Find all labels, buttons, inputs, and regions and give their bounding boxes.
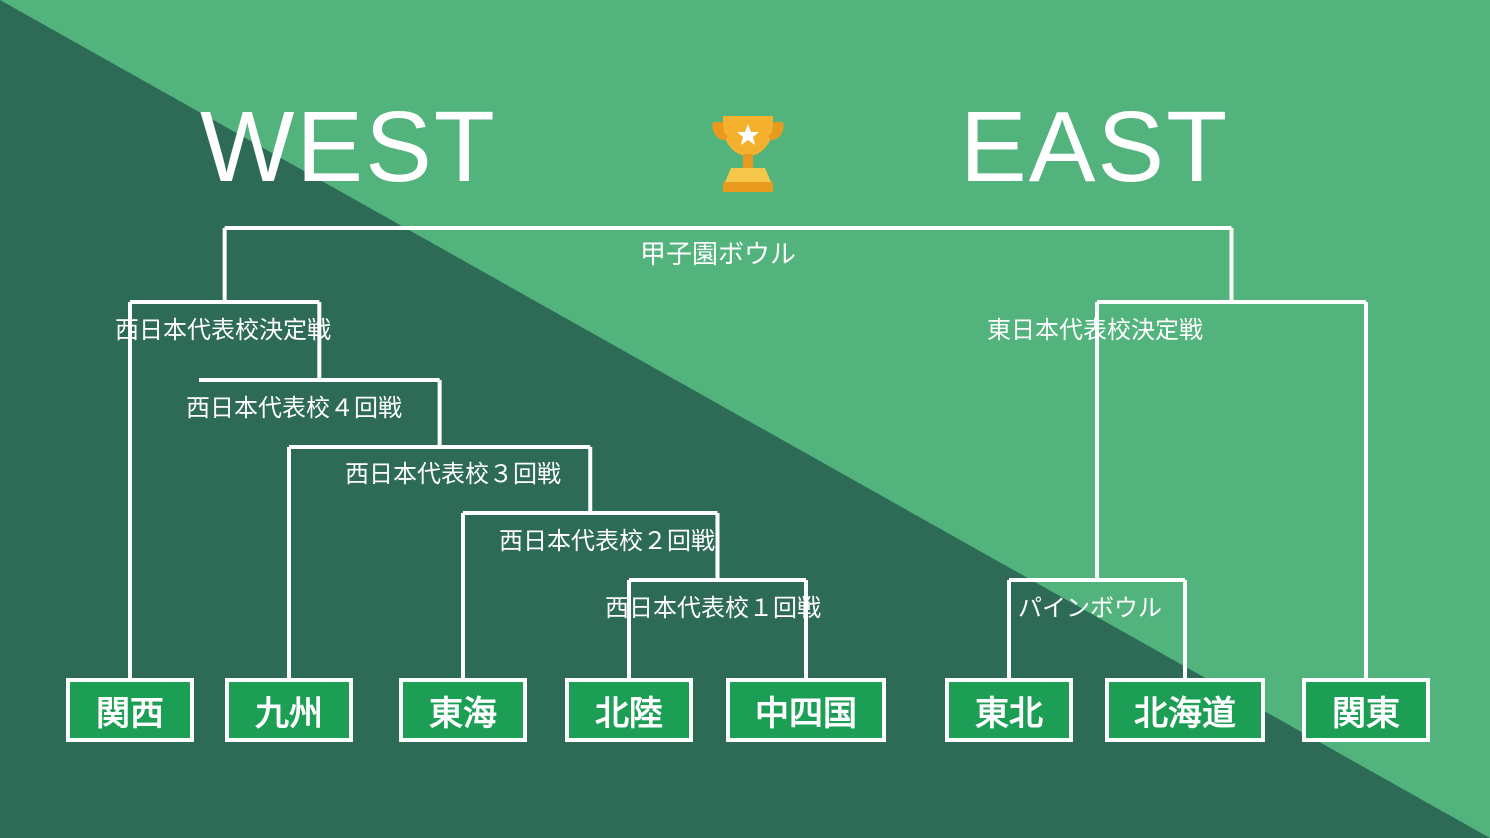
- round-label-west_r2: 西日本代表校２回戦: [499, 521, 715, 556]
- round-label-west_r4: 西日本代表校４回戦: [186, 388, 402, 423]
- team-hokuriku: 北陸: [565, 678, 693, 742]
- trophy-icon: [703, 108, 793, 223]
- header-west: WEST: [200, 90, 497, 205]
- team-tokai: 東海: [399, 678, 527, 742]
- round-label-east_final: 東日本代表校決定戦: [987, 310, 1203, 345]
- team-kansai: 関西: [66, 678, 194, 742]
- header-east: EAST: [960, 90, 1229, 205]
- round-label-west_final: 西日本代表校決定戦: [115, 310, 331, 345]
- team-kanto: 関東: [1302, 678, 1430, 742]
- team-hokkaido: 北海道: [1105, 678, 1265, 742]
- team-chushikoku: 中四国: [726, 678, 886, 742]
- team-kyushu: 九州: [225, 678, 353, 742]
- bracket-stage: WEST EAST 甲子園ボウル西日本代表校決定戦 東日本代表校決定戦西日本代表校…: [0, 0, 1490, 838]
- round-label-west_r1: 西日本代表校１回戦: [605, 588, 821, 623]
- round-label-west_r3: 西日本代表校３回戦: [345, 454, 561, 489]
- team-tohoku: 東北: [945, 678, 1073, 742]
- round-label-pine: パインボウル: [1018, 588, 1162, 623]
- round-label-final: 甲子園ボウル: [640, 234, 796, 271]
